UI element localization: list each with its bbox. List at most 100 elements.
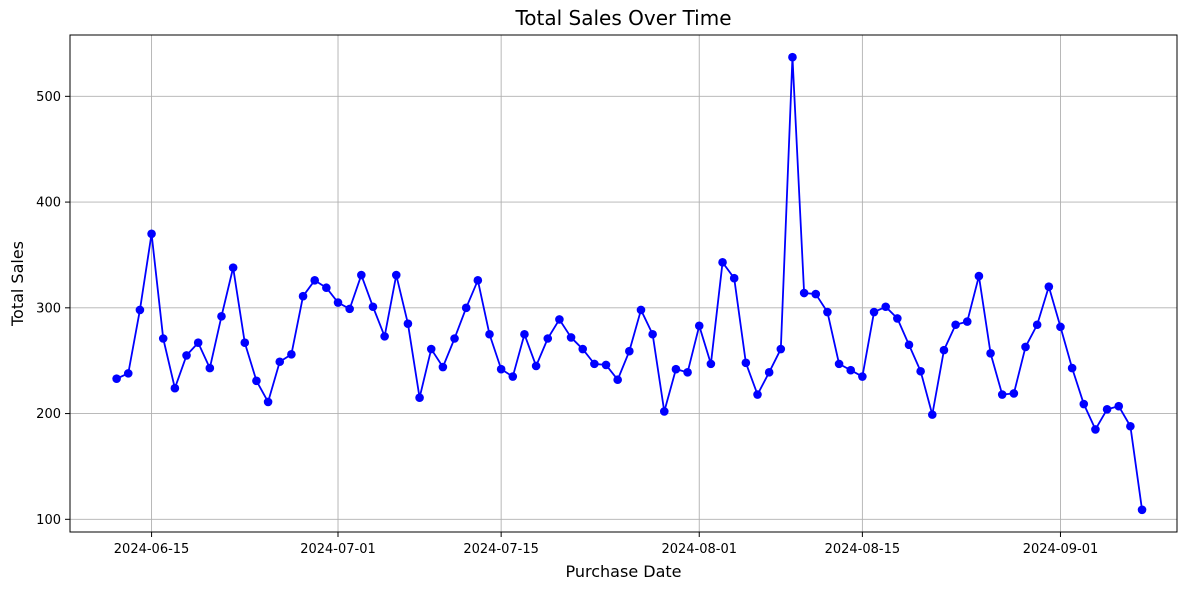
data-point (543, 334, 553, 343)
data-point (671, 364, 681, 374)
data-point (869, 307, 879, 317)
data-point (986, 348, 995, 358)
data-point (345, 304, 354, 314)
data-point (357, 270, 366, 280)
data-point (1009, 389, 1019, 398)
data-point (881, 302, 890, 312)
y-tick-label: 500 (36, 90, 61, 105)
data-point (147, 229, 156, 239)
data-point (485, 329, 494, 339)
data-point (298, 291, 308, 301)
data-point (566, 333, 576, 342)
data-point (694, 321, 704, 331)
series-layer (112, 52, 1147, 515)
data-point (275, 357, 285, 367)
data-point (520, 329, 529, 339)
data-point (158, 334, 168, 343)
data-point (706, 359, 716, 369)
data-point (263, 397, 273, 407)
data-point (135, 305, 145, 315)
data-point (496, 364, 506, 374)
data-point (1102, 405, 1112, 414)
data-point (718, 258, 727, 267)
plot-frame (69, 34, 1178, 533)
data-point (916, 366, 925, 376)
data-point (473, 276, 483, 285)
x-tick-label: 2024-07-01 (300, 542, 376, 557)
data-point (461, 303, 471, 313)
data-point (240, 338, 250, 348)
data-point (659, 407, 669, 416)
data-point (997, 390, 1007, 399)
data-point (333, 298, 343, 307)
data-point (205, 363, 215, 373)
data-point (753, 390, 762, 399)
data-point (123, 369, 133, 378)
data-point (846, 365, 856, 375)
data-point (252, 376, 261, 386)
data-point (1044, 282, 1054, 291)
data-point (112, 374, 121, 383)
data-point (228, 263, 238, 272)
data-point (893, 314, 902, 323)
data-point (799, 288, 809, 298)
data-point (1079, 399, 1089, 409)
y-tick-label: 200 (36, 407, 61, 422)
data-point (962, 317, 972, 326)
data-point (1091, 425, 1100, 434)
data-point (788, 52, 797, 62)
data-point (951, 320, 960, 330)
x-tick-label: 2024-06-15 (114, 542, 190, 557)
data-point (729, 273, 739, 283)
data-point (741, 358, 751, 368)
data-point (858, 372, 867, 381)
y-tick-label: 100 (36, 513, 61, 528)
data-point (811, 289, 821, 299)
data-point (170, 383, 180, 393)
data-point (590, 359, 599, 369)
data-point (426, 344, 436, 354)
data-point (508, 372, 518, 381)
x-tick-label: 2024-07-15 (463, 542, 539, 557)
grid (70, 35, 1177, 532)
y-tick-label: 400 (36, 196, 61, 211)
y-tick-label: 300 (36, 301, 61, 316)
data-point (415, 393, 424, 403)
data-point (764, 368, 774, 377)
data-point (1032, 320, 1042, 330)
data-point (927, 410, 937, 419)
data-point (1067, 363, 1077, 373)
x-tick-label: 2024-08-15 (825, 542, 901, 557)
data-point (636, 305, 646, 315)
data-point (555, 315, 564, 324)
data-point (834, 359, 844, 369)
data-point (939, 345, 949, 355)
data-point (1137, 505, 1147, 515)
data-point (182, 351, 191, 360)
data-point (193, 338, 203, 348)
chart-title: Total Sales Over Time (514, 6, 731, 30)
data-point (380, 332, 389, 341)
data-point (974, 271, 984, 281)
data-point (625, 346, 634, 356)
data-point (823, 307, 832, 317)
data-point (531, 361, 541, 371)
y-axis-label: Total Sales (8, 241, 27, 327)
data-point (1114, 401, 1124, 411)
data-point (648, 329, 657, 339)
x-tick-label: 2024-09-01 (1023, 542, 1099, 557)
data-point (368, 302, 378, 312)
x-axis-label: Purchase Date (566, 562, 682, 581)
data-point (1021, 342, 1030, 352)
data-point (904, 340, 914, 350)
data-point (578, 344, 588, 354)
x-tick-label: 2024-08-01 (661, 542, 737, 557)
data-point (403, 319, 413, 328)
data-point (1056, 322, 1065, 332)
data-point (391, 270, 401, 280)
data-point (217, 311, 226, 321)
ticks: 2024-06-15 2024-07-01 2024-07-15 2024-08-01… (36, 90, 1098, 557)
data-point (683, 368, 692, 377)
